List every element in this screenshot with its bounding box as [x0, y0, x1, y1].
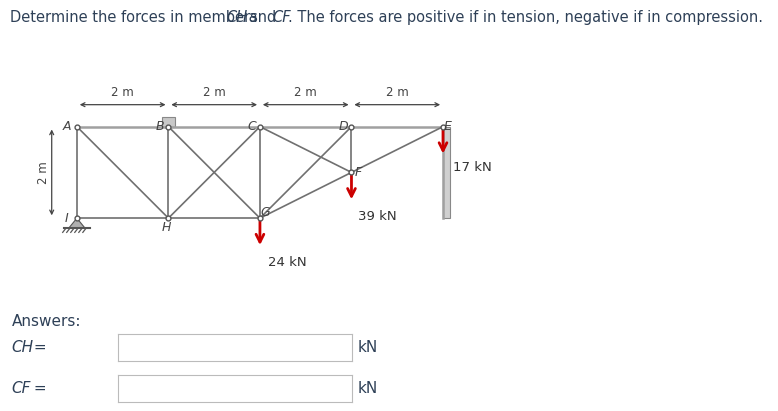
Text: 24 kN: 24 kN	[268, 256, 307, 269]
Text: =: =	[29, 340, 47, 355]
Text: 2 m: 2 m	[111, 86, 134, 99]
Bar	[443, 127, 450, 218]
Text: CF: CF	[272, 10, 291, 25]
Text: and: and	[244, 10, 280, 25]
Text: H: H	[162, 221, 171, 234]
Text: 2 m: 2 m	[203, 86, 226, 99]
Text: B: B	[156, 120, 164, 133]
Text: 17 kN: 17 kN	[453, 161, 492, 174]
Text: i: i	[100, 381, 105, 396]
Text: Determine the forces in members: Determine the forces in members	[10, 10, 263, 25]
Text: G: G	[261, 206, 270, 219]
Text: E: E	[443, 120, 451, 133]
Text: D: D	[338, 120, 348, 133]
Text: 39 kN: 39 kN	[359, 210, 397, 224]
Polygon shape	[68, 218, 85, 228]
Text: kN: kN	[358, 340, 378, 355]
Text: I: I	[65, 212, 68, 225]
Text: i: i	[100, 340, 105, 355]
Text: 2 m: 2 m	[386, 86, 408, 99]
Text: kN: kN	[358, 381, 378, 396]
Text: 2 m: 2 m	[37, 161, 50, 184]
Text: =: =	[29, 381, 47, 396]
Text: F: F	[354, 166, 362, 179]
Text: CH: CH	[226, 10, 247, 25]
Text: CF: CF	[12, 381, 31, 396]
Text: CH: CH	[12, 340, 33, 355]
Text: 2 m: 2 m	[294, 86, 317, 99]
Text: A: A	[62, 120, 71, 133]
Text: . The forces are positive if in tension, negative if in compression.: . The forces are positive if in tension,…	[288, 10, 763, 25]
Text: C: C	[247, 120, 256, 133]
Bar	[162, 117, 175, 127]
Text: Answers:: Answers:	[12, 314, 81, 329]
